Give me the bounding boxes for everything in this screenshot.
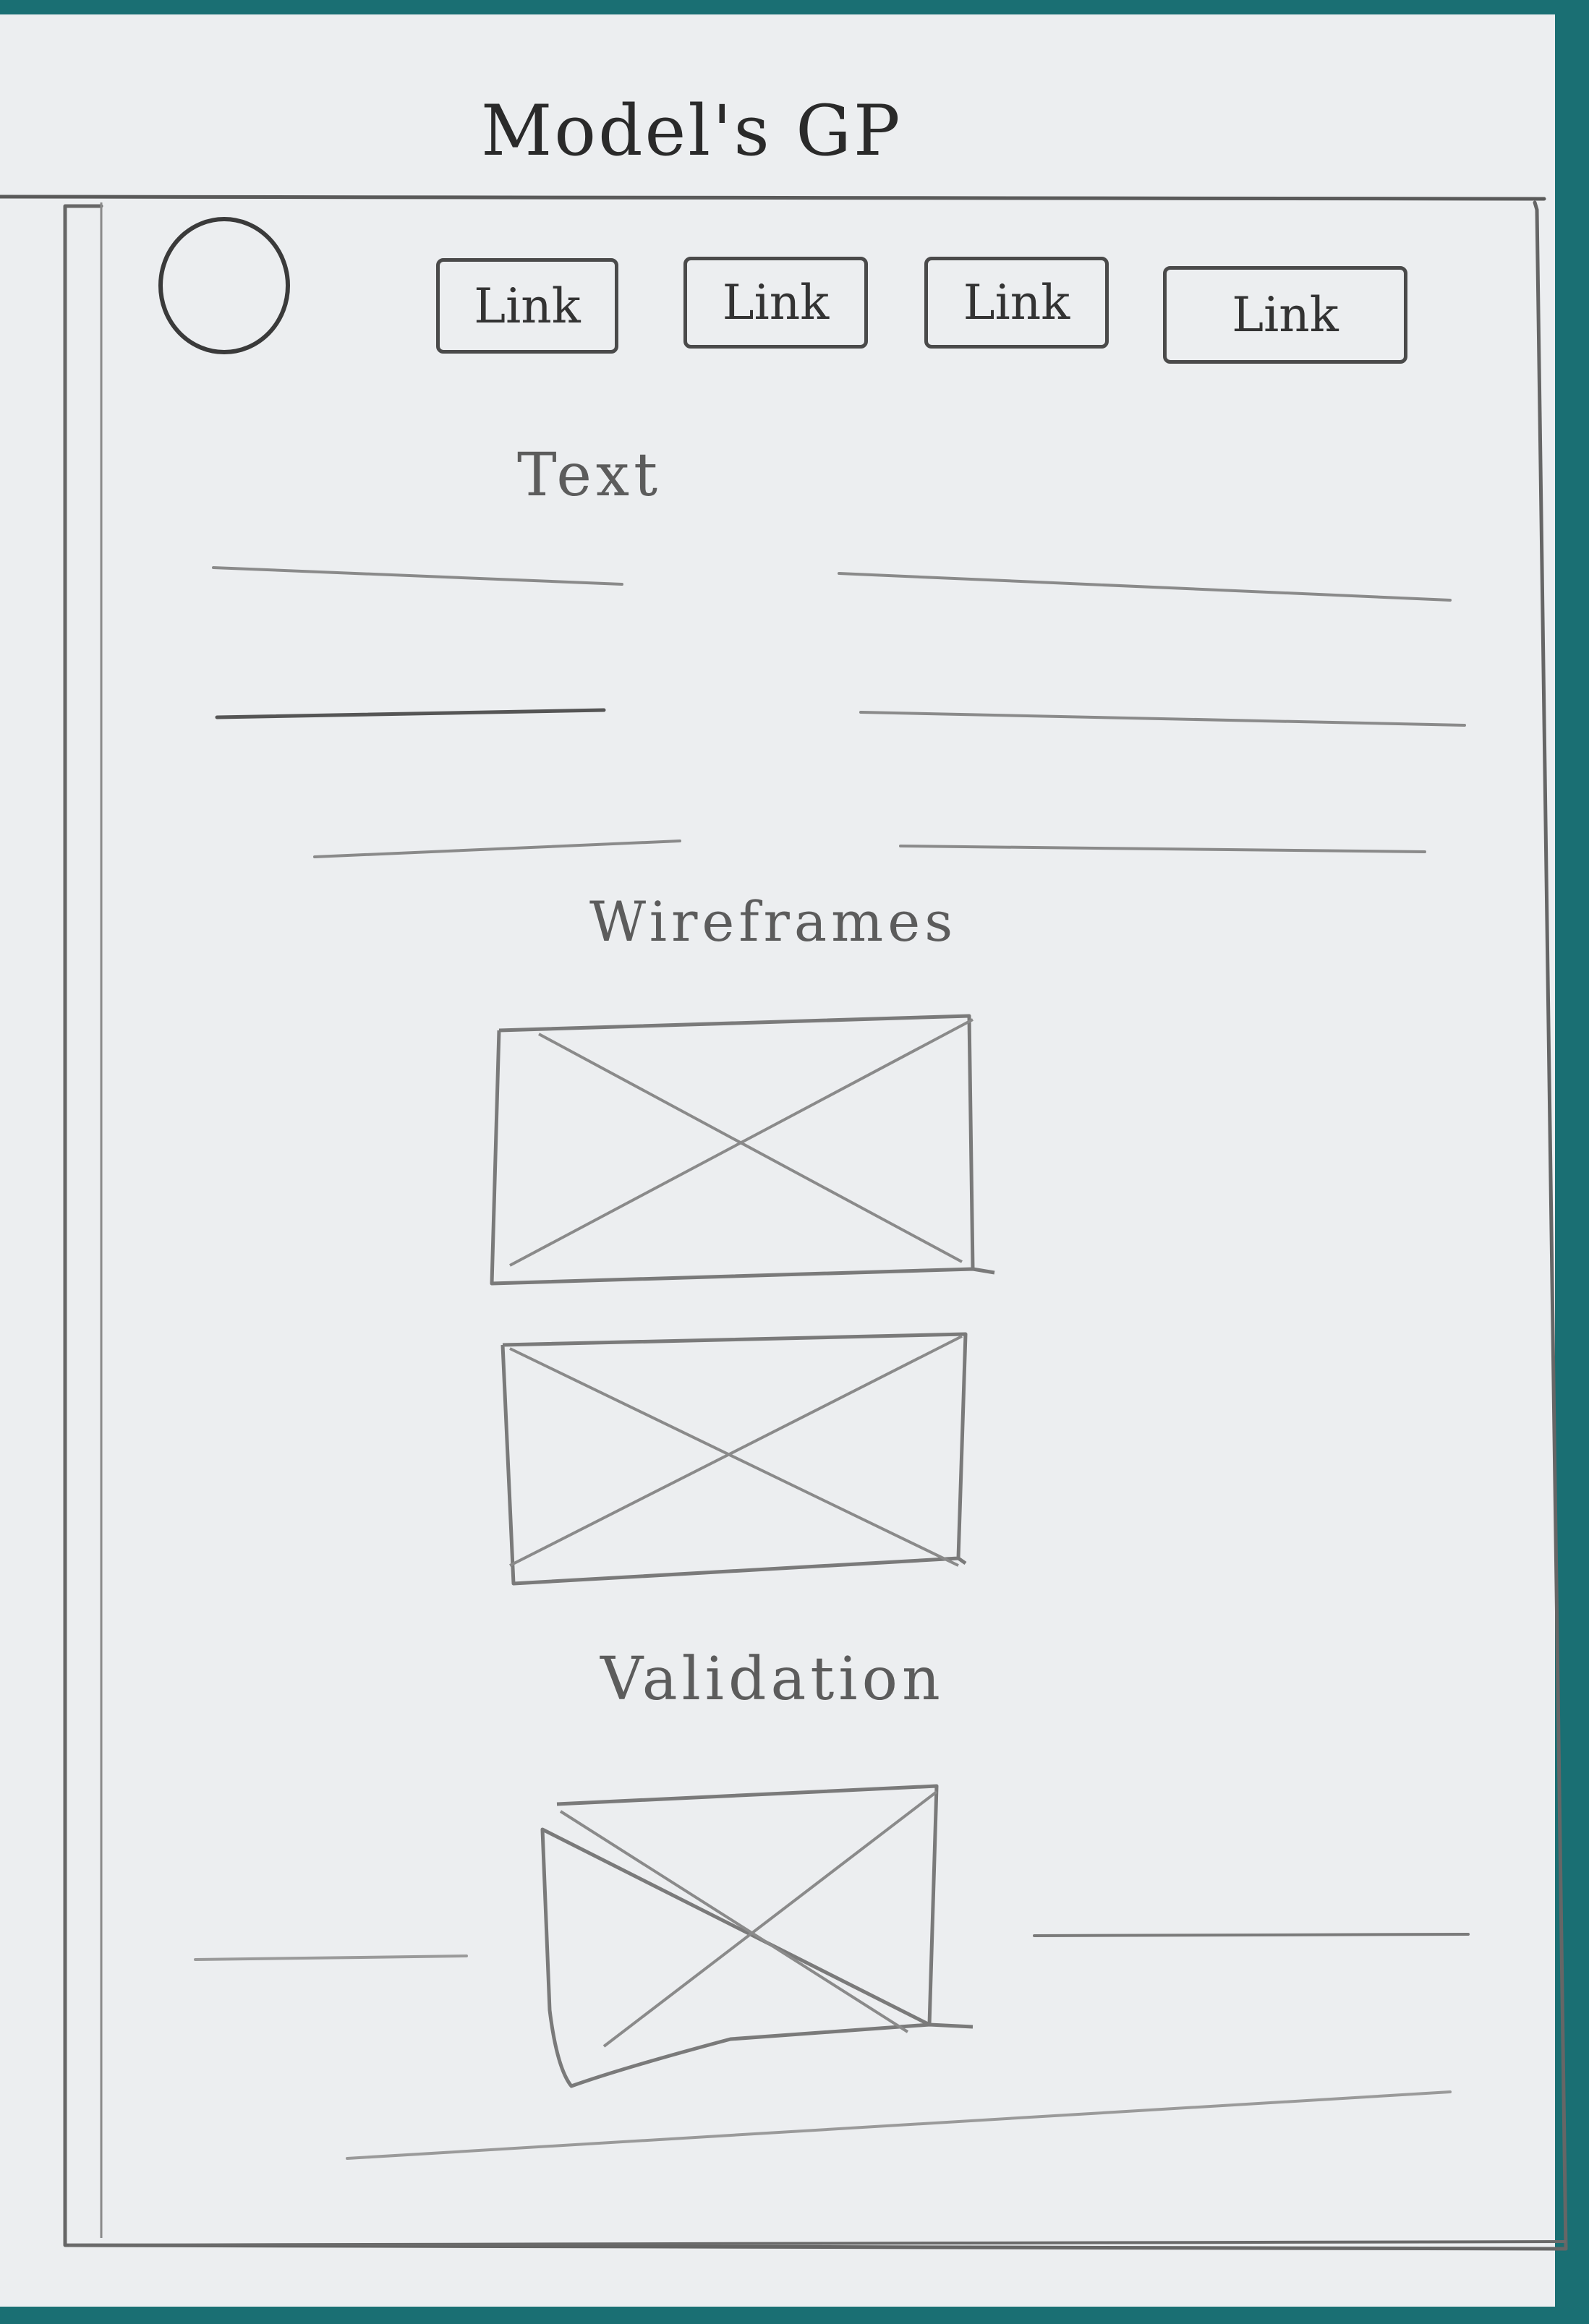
page-frame-bottom [68,2240,1567,2247]
header-divider [0,195,1546,201]
nav-link-label: Link [1232,287,1339,343]
page-title: Model's GP [481,90,903,171]
circle-logo-icon [158,217,290,354]
paper-sheet [0,14,1555,2307]
nav-link-4[interactable]: Link [1163,266,1407,364]
text-line-placeholder [899,845,1426,853]
nav-link-label: Link [474,278,581,334]
section-heading-wireframes: Wireframes [589,889,958,954]
section-heading-text: Text [517,441,663,510]
text-line-placeholder [859,711,1466,727]
text-line-placeholder [313,840,681,858]
text-line-placeholder [1033,1933,1470,1937]
nav-link-label: Link [722,275,830,330]
text-line-placeholder [838,572,1452,602]
text-line-placeholder [215,708,606,719]
nav-link-1[interactable]: Link [436,258,618,354]
text-line-placeholder [212,566,623,586]
nav-link-label: Link [963,275,1070,330]
footer-line-placeholder [346,2090,1452,2160]
page-frame [63,200,1568,2251]
nav-link-3[interactable]: Link [924,257,1109,349]
section-heading-validation: Validation [600,1645,945,1714]
image-placeholder-icon [540,1784,974,2088]
image-placeholder-icon [500,1332,968,1586]
nav-link-2[interactable]: Link [683,257,868,349]
text-line-placeholder [194,1955,468,1961]
image-placeholder-icon [490,1014,995,1286]
